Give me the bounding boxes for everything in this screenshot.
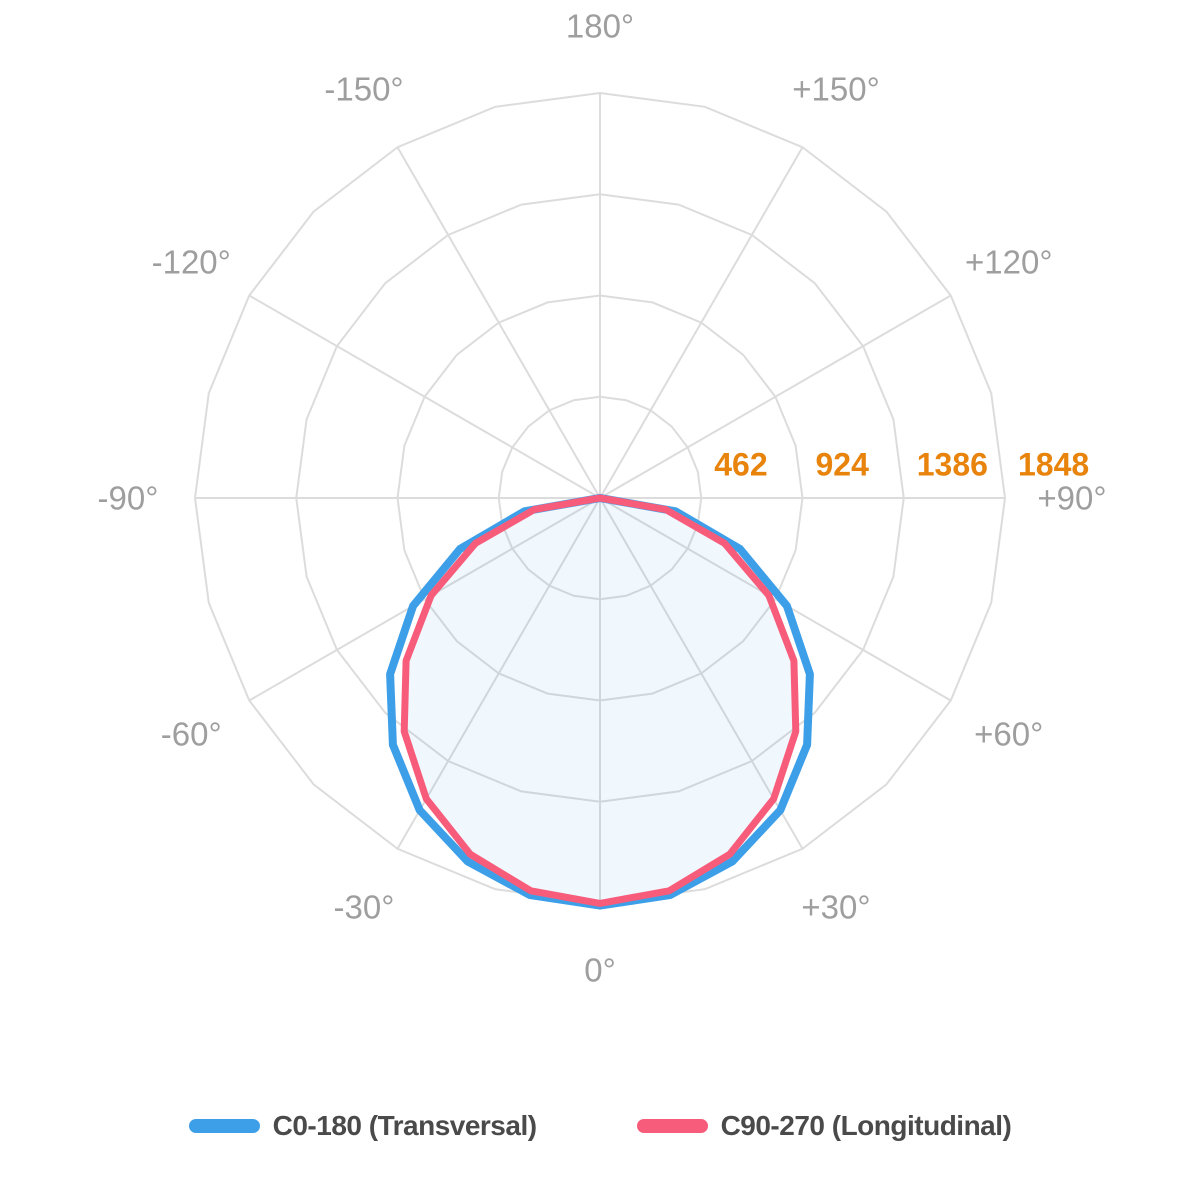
angle-tick-label-150: +150° [792,71,880,108]
angle-tick-label-30: +30° [801,888,870,925]
radial-tick-label-462: 462 [714,446,767,482]
legend-item-c90-270[interactable]: C90-270 (Longitudinal) [636,1110,1012,1142]
series-fill-c90-270 [404,498,796,904]
legend-swatch-c0-180 [188,1119,260,1133]
angle-tick-label--60: -60° [161,716,222,753]
grid-spoke-300 [248,497,601,702]
angle-tick-label--90: -90° [98,480,159,517]
radial-tick-label-1848: 1848 [1018,446,1089,482]
legend-label-c90-270: C90-270 (Longitudinal) [720,1110,1012,1141]
grid-spoke-150 [599,146,804,499]
grid-spoke-330 [396,497,601,850]
legend-label-c0-180: C0-180 (Transversal) [272,1110,537,1141]
polar-chart: 462 924 1386 1848 0° +30° +60° +90° +120° +150° 18… [98,8,1107,989]
legend-item-c0-180[interactable]: C0-180 (Transversal) [188,1110,537,1142]
angle-tick-label--30: -30° [334,888,395,925]
angle-tick-label-0: 0° [584,952,616,989]
angle-tick-label-180: 180° [566,8,634,45]
grid-spoke-60 [599,497,952,702]
angle-tick-label--120: -120° [152,244,231,281]
legend-swatch-c90-270 [636,1119,708,1133]
radial-tick-label-1386: 1386 [917,446,988,482]
chart-legend: C0-180 (Transversal) C90-270 (Longitudin… [0,1102,1200,1150]
angle-tick-label--150: -150° [324,71,403,108]
grid-spoke-240 [248,294,601,499]
grid-spoke-30 [599,497,804,850]
grid-spoke-120 [599,294,952,499]
series-curve-c90-270 [400,494,800,907]
radial-tick-label-924: 924 [816,446,870,482]
grid-spoke-210 [396,146,601,499]
angle-tick-label-90: +90° [1037,480,1106,517]
angle-tick-label-60: +60° [974,716,1043,753]
angle-tick-label-120: +120° [965,244,1053,281]
